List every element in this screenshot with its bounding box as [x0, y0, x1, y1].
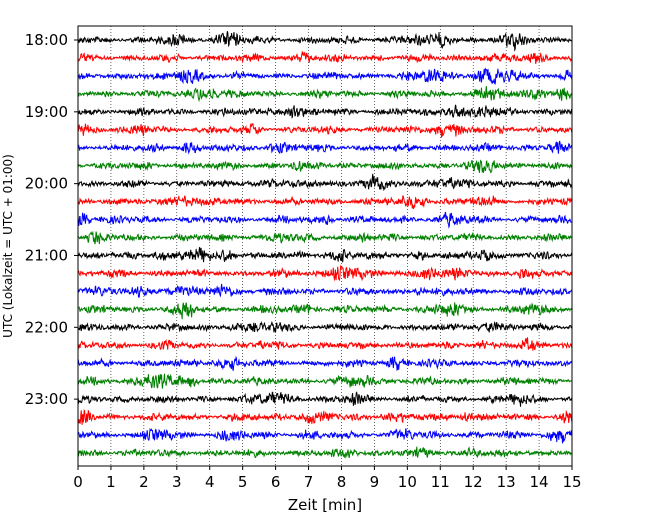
trace-line — [77, 337, 573, 351]
trace-line — [77, 31, 573, 52]
trace-line — [77, 122, 573, 138]
trace-line — [77, 195, 573, 209]
y-tick-label: 22:00 — [25, 318, 68, 336]
y-tick-label: 18:00 — [25, 31, 68, 49]
trace-line — [77, 283, 573, 298]
trace-line — [77, 391, 573, 407]
trace-line — [77, 173, 573, 192]
x-tick-label: 15 — [562, 473, 581, 491]
x-tick-layer: 0 1 2 3 4 5 6 7 8 9 10 11 12 13 14 15 — [73, 466, 582, 491]
y-axis-label: UTC (Lokalzeit = UTC + 01:00) — [1, 154, 15, 338]
y-tick-label: 20:00 — [25, 175, 68, 193]
x-axis-label: Zeit [min] — [288, 496, 362, 514]
trace-line — [77, 85, 573, 103]
x-tick-label: 3 — [172, 473, 182, 491]
trace-line — [77, 355, 573, 372]
x-tick-label: 11 — [431, 473, 450, 491]
x-tick-label: 8 — [337, 473, 347, 491]
x-tick-label: 4 — [205, 473, 215, 491]
y-tick-label: 23:00 — [25, 390, 68, 408]
trace-line — [77, 264, 573, 282]
x-tick-label: 1 — [106, 473, 116, 491]
y-tick-label: 19:00 — [25, 103, 68, 121]
trace-line — [77, 408, 573, 425]
grid-layer — [110, 26, 540, 466]
trace-line — [77, 51, 573, 65]
trace-layer — [77, 31, 573, 459]
trace-line — [77, 104, 573, 119]
trace-line — [77, 446, 573, 459]
x-tick-label: 2 — [139, 473, 149, 491]
x-tick-label: 5 — [238, 473, 248, 491]
plot-background — [78, 26, 572, 466]
x-tick-label: 10 — [398, 473, 417, 491]
trace-line — [77, 140, 573, 155]
x-tick-label: 7 — [304, 473, 314, 491]
trace-line — [77, 159, 573, 174]
trace-line — [77, 427, 573, 444]
x-tick-label: 0 — [73, 473, 83, 491]
x-tick-label: 14 — [530, 473, 549, 491]
x-tick-label: 6 — [271, 473, 281, 491]
y-tick-label: 21:00 — [25, 246, 68, 264]
trace-line — [77, 246, 573, 263]
plot-frame — [77, 25, 573, 467]
x-tick-label: 13 — [497, 473, 516, 491]
trace-line — [77, 320, 573, 333]
trace-line — [77, 67, 573, 86]
x-tick-label: 9 — [370, 473, 380, 491]
trace-line — [77, 211, 573, 229]
trace-line — [77, 230, 573, 245]
y-tick-layer: 18:00 19:00 20:00 21:00 22:00 23:00 — [25, 31, 78, 408]
x-tick-label: 12 — [464, 473, 483, 491]
trace-line — [77, 302, 573, 320]
trace-line — [77, 373, 573, 389]
